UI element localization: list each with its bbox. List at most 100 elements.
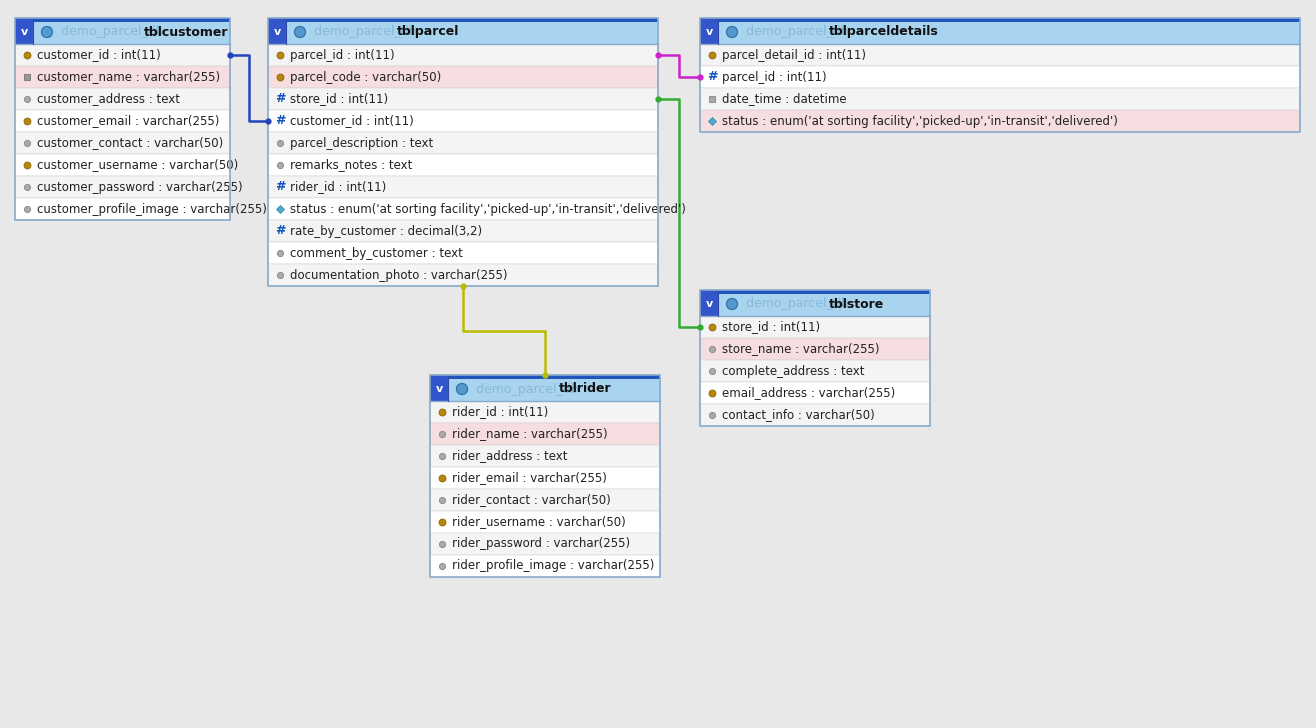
Circle shape: [726, 298, 737, 309]
FancyBboxPatch shape: [268, 18, 658, 44]
Text: tblcustomer: tblcustomer: [143, 25, 228, 39]
FancyBboxPatch shape: [430, 555, 661, 577]
Text: v: v: [705, 299, 713, 309]
Text: rider_contact : varchar(50): rider_contact : varchar(50): [451, 494, 611, 507]
Text: rider_email : varchar(255): rider_email : varchar(255): [451, 472, 607, 485]
FancyBboxPatch shape: [430, 445, 661, 467]
FancyBboxPatch shape: [14, 18, 230, 44]
FancyBboxPatch shape: [14, 154, 230, 176]
FancyBboxPatch shape: [14, 176, 230, 198]
Text: customer_profile_image : varchar(255): customer_profile_image : varchar(255): [37, 202, 267, 215]
Text: documentation_photo : varchar(255): documentation_photo : varchar(255): [290, 269, 508, 282]
FancyBboxPatch shape: [268, 176, 658, 198]
Text: parcel_description : text: parcel_description : text: [290, 136, 433, 149]
Text: rider_address : text: rider_address : text: [451, 449, 567, 462]
Text: rider_profile_image : varchar(255): rider_profile_image : varchar(255): [451, 560, 654, 572]
Text: tblparceldetails: tblparceldetails: [829, 25, 938, 39]
FancyBboxPatch shape: [430, 375, 447, 401]
FancyBboxPatch shape: [700, 382, 930, 404]
Text: #: #: [707, 71, 717, 84]
FancyBboxPatch shape: [430, 423, 661, 445]
FancyBboxPatch shape: [700, 66, 1300, 88]
FancyBboxPatch shape: [700, 316, 930, 338]
FancyBboxPatch shape: [700, 290, 930, 294]
Text: customer_name : varchar(255): customer_name : varchar(255): [37, 71, 220, 84]
Text: customer_email : varchar(255): customer_email : varchar(255): [37, 114, 220, 127]
Text: parcel_detail_id : int(11): parcel_detail_id : int(11): [722, 49, 866, 61]
Text: tblparcel: tblparcel: [396, 25, 459, 39]
FancyBboxPatch shape: [700, 110, 1300, 132]
FancyBboxPatch shape: [14, 198, 230, 220]
Text: v: v: [705, 27, 713, 37]
Circle shape: [42, 26, 53, 38]
Text: demo_parcel_db: demo_parcel_db: [315, 25, 421, 39]
FancyBboxPatch shape: [700, 404, 930, 426]
Text: tblstore: tblstore: [829, 298, 884, 311]
Text: customer_id : int(11): customer_id : int(11): [290, 114, 413, 127]
FancyBboxPatch shape: [268, 264, 658, 286]
FancyBboxPatch shape: [268, 44, 658, 66]
Text: rider_password : varchar(255): rider_password : varchar(255): [451, 537, 630, 550]
Text: #: #: [275, 114, 286, 127]
Text: customer_id : int(11): customer_id : int(11): [37, 49, 161, 61]
Text: customer_address : text: customer_address : text: [37, 92, 180, 106]
Text: tblrider: tblrider: [558, 382, 611, 395]
Text: store_id : int(11): store_id : int(11): [290, 92, 388, 106]
Text: v: v: [274, 27, 280, 37]
Text: demo_parcel_db: demo_parcel_db: [746, 25, 853, 39]
Text: rider_id : int(11): rider_id : int(11): [290, 181, 387, 194]
FancyBboxPatch shape: [14, 66, 230, 88]
FancyBboxPatch shape: [268, 132, 658, 154]
Text: demo_parcel_db: demo_parcel_db: [746, 298, 853, 311]
Text: parcel_id : int(11): parcel_id : int(11): [290, 49, 395, 61]
Text: parcel_code : varchar(50): parcel_code : varchar(50): [290, 71, 441, 84]
FancyBboxPatch shape: [430, 401, 661, 423]
Text: v: v: [436, 384, 442, 394]
FancyBboxPatch shape: [14, 18, 230, 22]
Text: contact_info : varchar(50): contact_info : varchar(50): [722, 408, 875, 422]
FancyBboxPatch shape: [700, 338, 930, 360]
FancyBboxPatch shape: [14, 44, 230, 66]
FancyBboxPatch shape: [430, 375, 661, 401]
Text: comment_by_customer : text: comment_by_customer : text: [290, 247, 463, 259]
FancyBboxPatch shape: [14, 18, 33, 44]
Circle shape: [457, 384, 467, 395]
Text: v: v: [20, 27, 28, 37]
Text: status : enum('at sorting facility','picked-up','in-transit','delivered'): status : enum('at sorting facility','pic…: [722, 114, 1117, 127]
FancyBboxPatch shape: [430, 467, 661, 489]
Circle shape: [726, 26, 737, 38]
FancyBboxPatch shape: [430, 533, 661, 555]
FancyBboxPatch shape: [430, 489, 661, 511]
Text: complete_address : text: complete_address : text: [722, 365, 865, 378]
Text: store_id : int(11): store_id : int(11): [722, 320, 820, 333]
Text: date_time : datetime: date_time : datetime: [722, 92, 846, 106]
Text: customer_password : varchar(255): customer_password : varchar(255): [37, 181, 242, 194]
FancyBboxPatch shape: [700, 290, 930, 316]
Text: email_address : varchar(255): email_address : varchar(255): [722, 387, 895, 400]
FancyBboxPatch shape: [268, 242, 658, 264]
FancyBboxPatch shape: [700, 290, 719, 316]
FancyBboxPatch shape: [700, 18, 719, 44]
FancyBboxPatch shape: [700, 44, 1300, 66]
Text: demo_parcel_db: demo_parcel_db: [476, 382, 583, 395]
Text: parcel_id : int(11): parcel_id : int(11): [722, 71, 826, 84]
Text: demo_parcel_db: demo_parcel_db: [61, 25, 167, 39]
FancyBboxPatch shape: [268, 88, 658, 110]
Text: rate_by_customer : decimal(3,2): rate_by_customer : decimal(3,2): [290, 224, 482, 237]
Text: customer_username : varchar(50): customer_username : varchar(50): [37, 159, 238, 172]
Text: store_name : varchar(255): store_name : varchar(255): [722, 342, 879, 355]
Text: #: #: [275, 181, 286, 194]
FancyBboxPatch shape: [14, 88, 230, 110]
FancyBboxPatch shape: [268, 110, 658, 132]
FancyBboxPatch shape: [268, 220, 658, 242]
FancyBboxPatch shape: [700, 18, 1300, 22]
Text: #: #: [275, 92, 286, 106]
FancyBboxPatch shape: [430, 375, 661, 379]
FancyBboxPatch shape: [268, 66, 658, 88]
FancyBboxPatch shape: [700, 18, 1300, 44]
FancyBboxPatch shape: [430, 511, 661, 533]
Text: rider_id : int(11): rider_id : int(11): [451, 405, 549, 419]
FancyBboxPatch shape: [268, 18, 286, 44]
Circle shape: [295, 26, 305, 38]
Text: rider_name : varchar(255): rider_name : varchar(255): [451, 427, 608, 440]
